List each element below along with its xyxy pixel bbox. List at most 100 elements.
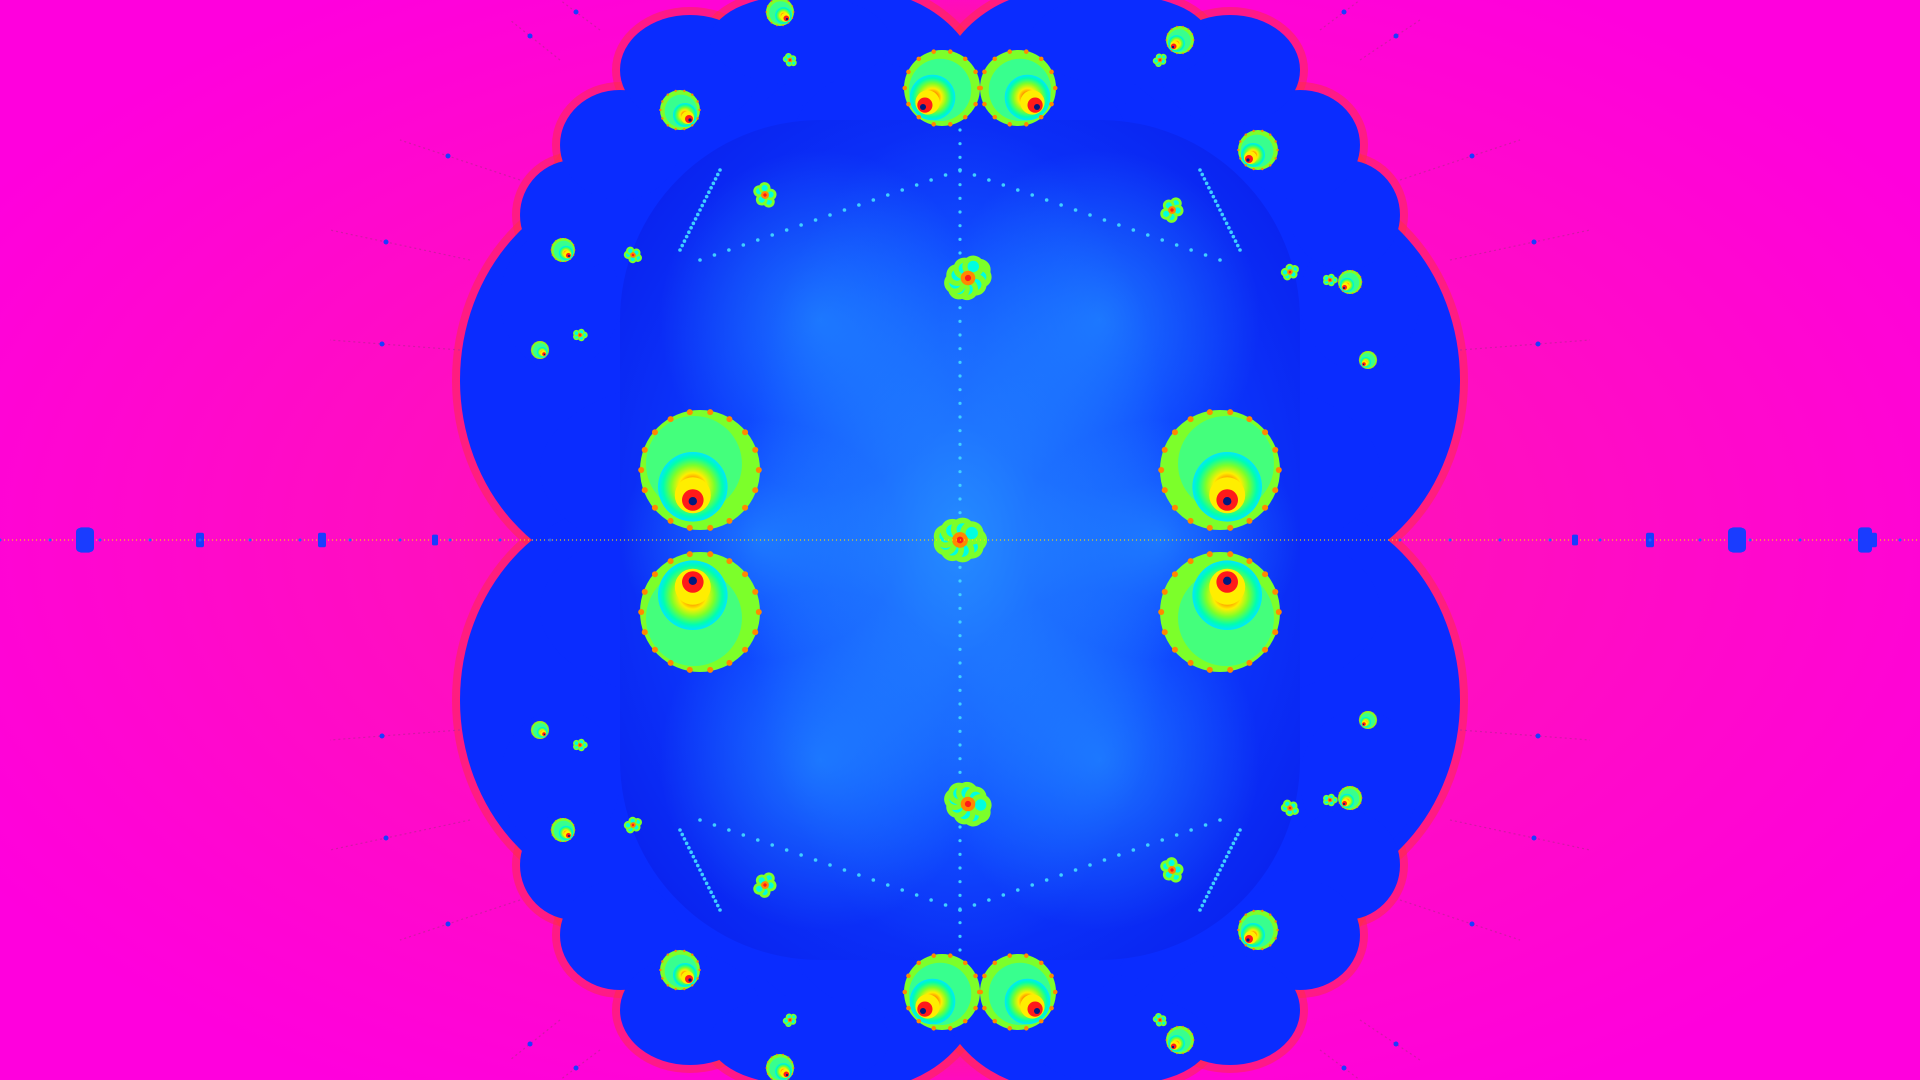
bloom-fringe (554, 240, 557, 242)
bloom-fringe (686, 524, 693, 531)
filament-dot (1059, 873, 1063, 877)
axis-dot (98, 538, 102, 542)
bloom-fringe (551, 244, 554, 246)
bloom-fringe (766, 1073, 769, 1075)
bloom-fringe (765, 11, 768, 13)
bloom-fringe (782, 1053, 784, 1056)
filament-dot (1204, 181, 1209, 186)
filament-dot (695, 863, 700, 868)
filament-dot (929, 898, 933, 902)
bloom-fringe (792, 11, 795, 13)
bloom-fringe (533, 342, 536, 344)
bloom-fringe (691, 953, 694, 956)
bloom-fringe (1024, 122, 1029, 127)
cluster-dot (631, 823, 635, 827)
axis-dot (548, 538, 552, 542)
bloom-fringe (770, 1056, 773, 1059)
bloom-fringe (547, 733, 549, 735)
bloom-fringe (638, 467, 645, 473)
filament-dot (958, 620, 962, 624)
cluster-dot (964, 274, 972, 282)
bloom-fringe (559, 237, 562, 240)
bloom-fringe (1262, 571, 1269, 578)
ray-bead (527, 1041, 533, 1047)
bloom-fringe (752, 588, 759, 595)
bloom-fringe (1187, 659, 1194, 666)
filament-dot (741, 243, 746, 247)
bloom-fringe (1359, 363, 1361, 365)
filament-dot (871, 878, 876, 882)
spiral-bloom (1165, 25, 1195, 55)
bloom-fringe (661, 117, 664, 120)
bloom-eye (568, 255, 570, 257)
bloom-fringe (1341, 290, 1344, 292)
filament-dot (1073, 208, 1078, 212)
filament-dot (689, 225, 693, 230)
filament-dot (1102, 858, 1107, 862)
bloom-fringe (1365, 710, 1367, 712)
filament-dot (857, 873, 861, 877)
bloom-fringe (554, 820, 557, 822)
axis-dot (48, 538, 52, 542)
bloom-fringe (569, 838, 572, 840)
axis-dot (1748, 538, 1752, 542)
bloom-fringe (1338, 802, 1341, 804)
bloom-fringe (755, 609, 762, 615)
cluster (933, 517, 988, 563)
bloom-fringe (1375, 355, 1377, 357)
filament-dot (1218, 868, 1222, 872)
filament-dot (871, 198, 876, 202)
bloom-fringe (537, 720, 539, 722)
bloom-fringe (661, 960, 664, 963)
cluster-dot (1159, 59, 1161, 61)
filament-dot (1198, 908, 1202, 912)
filament-dot (958, 196, 962, 200)
bloom-fringe (1341, 788, 1344, 790)
bloom-fringe (659, 968, 662, 972)
bloom-fringe (1038, 56, 1044, 62)
bloom-fringe (533, 722, 536, 724)
ray (1319, 0, 1361, 31)
ray-bead (1393, 33, 1399, 39)
bloom-eye (785, 17, 789, 21)
bloom-fringe (962, 56, 968, 62)
bloom-fringe (1244, 944, 1247, 947)
bloom-fringe (551, 824, 554, 826)
bloom-fringe (564, 260, 567, 263)
filament-dot (958, 374, 962, 378)
bloom-fringe (1227, 666, 1234, 673)
bloom-fringe (1372, 726, 1375, 728)
bloom-fringe (752, 446, 759, 453)
bloom-eye (688, 118, 692, 122)
filament-dot (914, 183, 919, 187)
filament-dot (885, 193, 890, 197)
bloom-fringe (982, 69, 987, 75)
bloom-fringe (707, 524, 714, 531)
bloom-fringe (1356, 788, 1359, 790)
bloom-eye (1246, 938, 1250, 942)
filament-dot (958, 948, 962, 952)
spiral-bloom (765, 0, 795, 27)
bloom-fringe (667, 517, 674, 524)
filament-dot (842, 868, 847, 872)
bloom-fringe (776, 24, 778, 27)
filament-dot (1211, 881, 1216, 886)
bloom-fringe (530, 349, 532, 351)
bloom-fringe (1356, 290, 1359, 292)
filament-dot (1227, 225, 1231, 230)
filament-dot (1203, 823, 1208, 827)
filament-dot (958, 456, 962, 460)
bloom-fringe (548, 349, 550, 351)
bloom-fringe (551, 834, 554, 836)
bloom-fringe (1358, 359, 1360, 361)
ray (399, 139, 521, 181)
bloom-fringe (1262, 646, 1269, 653)
bloom-fringe (973, 1005, 978, 1011)
cluster-core (1174, 207, 1181, 214)
bloom-fringe (1191, 45, 1194, 47)
cluster-core (756, 885, 763, 892)
bloom-fringe (916, 114, 922, 120)
axis-dot (1398, 538, 1402, 542)
bloom-fringe (641, 487, 648, 494)
cluster-dot (1288, 270, 1292, 274)
